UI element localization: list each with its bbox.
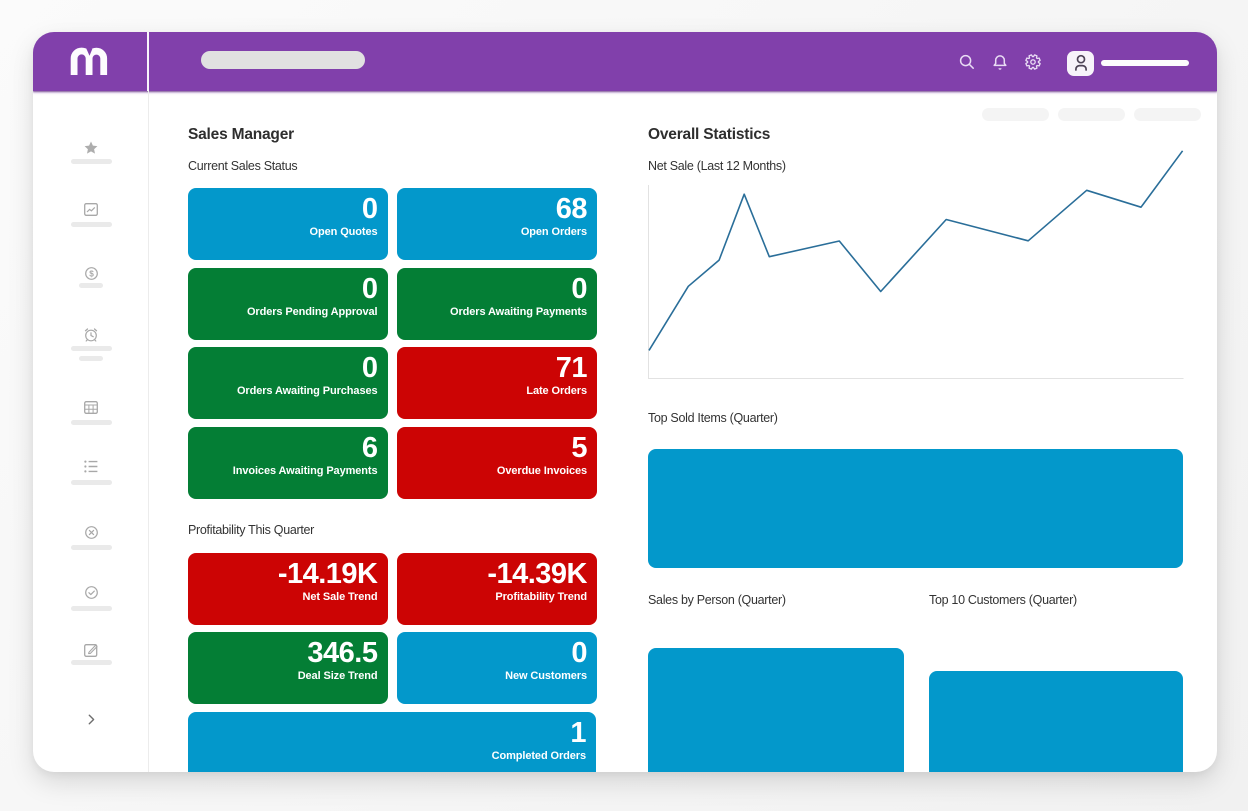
svg-text:$: $ bbox=[89, 269, 94, 278]
